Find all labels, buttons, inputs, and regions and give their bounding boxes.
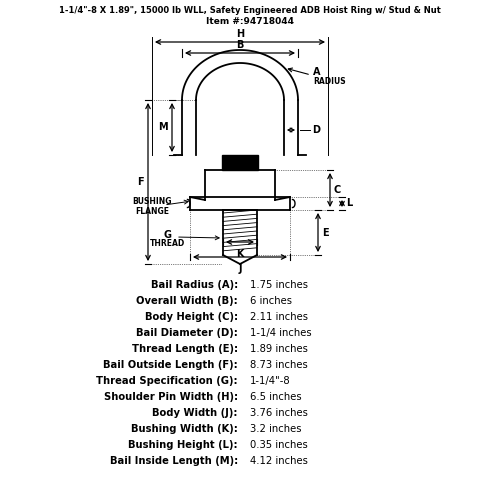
Text: Item #:94718044: Item #:94718044 [206,17,294,26]
Text: 4.12 inches: 4.12 inches [250,456,308,466]
Text: J: J [238,264,242,274]
Text: BUSHING: BUSHING [132,198,172,206]
Text: C: C [334,185,341,195]
Text: Bushing Height (L):: Bushing Height (L): [128,440,238,450]
Text: 3.2 inches: 3.2 inches [250,424,302,434]
Text: 6 inches: 6 inches [250,296,292,306]
Text: Bail Diameter (D):: Bail Diameter (D): [136,328,238,338]
Text: 8.73 inches: 8.73 inches [250,360,308,370]
Text: RADIUS: RADIUS [313,78,346,86]
Text: FLANGE: FLANGE [135,206,169,216]
Text: F: F [138,177,144,187]
Text: THREAD: THREAD [150,240,186,248]
Text: Thread Specification (G):: Thread Specification (G): [96,376,238,386]
Text: A: A [313,67,320,77]
Text: 1.89 inches: 1.89 inches [250,344,308,354]
Text: 1-1/4"-8: 1-1/4"-8 [250,376,290,386]
Text: Bail Outside Length (F):: Bail Outside Length (F): [104,360,238,370]
Text: 2.11 inches: 2.11 inches [250,312,308,322]
Text: Overall Width (B):: Overall Width (B): [136,296,238,306]
Text: B: B [236,40,244,50]
Text: Bail Inside Length (M):: Bail Inside Length (M): [110,456,238,466]
Text: D: D [312,125,320,135]
Text: Bushing Width (K):: Bushing Width (K): [131,424,238,434]
Text: H: H [236,29,244,39]
Polygon shape [222,155,258,170]
Text: K: K [236,249,244,259]
Text: Thread Length (E):: Thread Length (E): [132,344,238,354]
Text: 6.5 inches: 6.5 inches [250,392,302,402]
Text: 1.75 inches: 1.75 inches [250,280,308,290]
Text: Body Height (C):: Body Height (C): [145,312,238,322]
Text: Shoulder Pin Width (H):: Shoulder Pin Width (H): [104,392,238,402]
Text: G: G [164,230,172,240]
Text: 3.76 inches: 3.76 inches [250,408,308,418]
Text: 1-1/4"-8 X 1.89", 15000 lb WLL, Safety Engineered ADB Hoist Ring w/ Stud & Nut: 1-1/4"-8 X 1.89", 15000 lb WLL, Safety E… [59,6,441,15]
Text: L: L [346,198,352,208]
Text: 1-1/4 inches: 1-1/4 inches [250,328,312,338]
Text: Bail Radius (A):: Bail Radius (A): [151,280,238,290]
Text: 0.35 inches: 0.35 inches [250,440,308,450]
Text: E: E [322,228,328,237]
Text: M: M [158,122,168,132]
Text: Body Width (J):: Body Width (J): [152,408,238,418]
